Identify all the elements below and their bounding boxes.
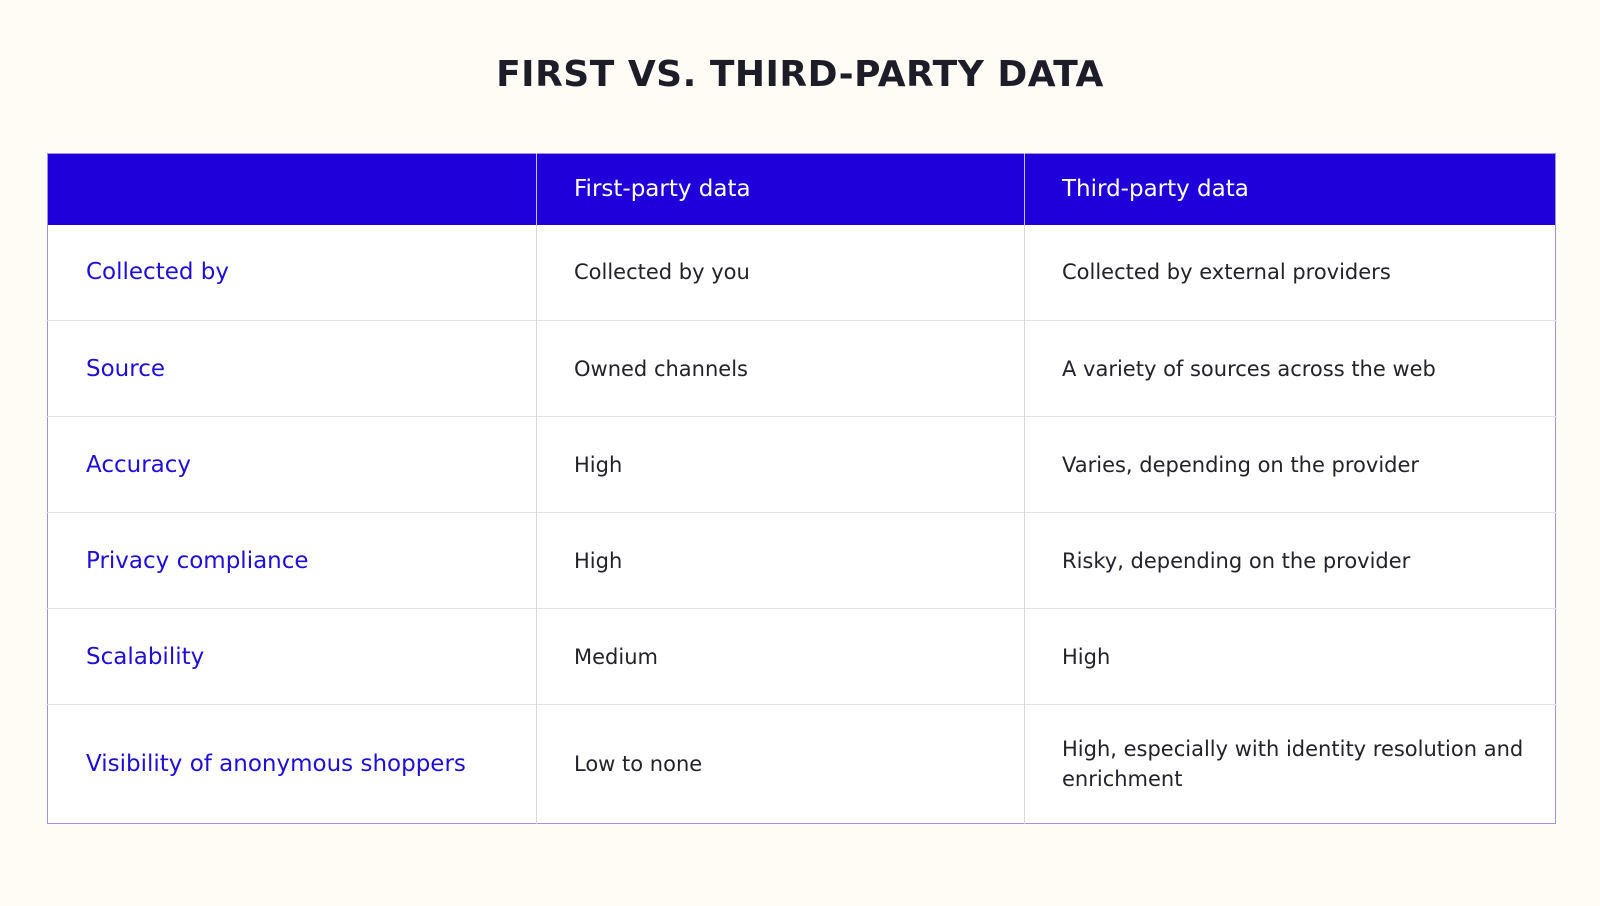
third-party-value: High (1024, 608, 1556, 705)
row-label: Privacy compliance (47, 512, 537, 609)
row-label: Visibility of anonymous shoppers (47, 704, 537, 824)
first-party-value: Collected by you (536, 224, 1025, 321)
first-party-value: Owned channels (536, 320, 1025, 417)
comparison-table: First-party data Third-party data Collec… (47, 153, 1556, 824)
table-row: Collected by Collected by you Collected … (48, 224, 1556, 321)
table-row: Visibility of anonymous shoppers Low to … (47, 704, 1556, 824)
header-cell-empty (48, 154, 537, 225)
header-cell-third-party: Third-party data (1024, 153, 1556, 225)
table-row: Source Owned channels A variety of sourc… (47, 320, 1556, 417)
first-party-value: High (536, 512, 1025, 609)
third-party-value: Collected by external providers (1024, 224, 1556, 321)
row-label: Source (47, 320, 537, 417)
row-label: Scalability (47, 608, 537, 705)
first-party-value: Low to none (536, 704, 1025, 824)
first-party-value: Medium (536, 608, 1025, 705)
table-header-row: First-party data Third-party data (47, 153, 1556, 225)
table-row: Privacy compliance High Risky, depending… (47, 512, 1556, 609)
table-row: Accuracy High Varies, depending on the p… (47, 416, 1556, 513)
header-cell-first-party: First-party data (536, 153, 1025, 225)
page-title: FIRST VS. THIRD-PARTY DATA (496, 54, 1104, 95)
row-label: Accuracy (47, 416, 537, 513)
third-party-value: Risky, depending on the provider (1024, 512, 1556, 609)
third-party-value: High, especially with identity resolutio… (1024, 704, 1556, 824)
row-label: Collected by (86, 259, 229, 286)
third-party-value: Varies, depending on the provider (1024, 416, 1556, 513)
first-party-value: High (536, 416, 1025, 513)
table-row: Scalability Medium High (47, 608, 1556, 705)
third-party-value: A variety of sources across the web (1024, 320, 1556, 417)
